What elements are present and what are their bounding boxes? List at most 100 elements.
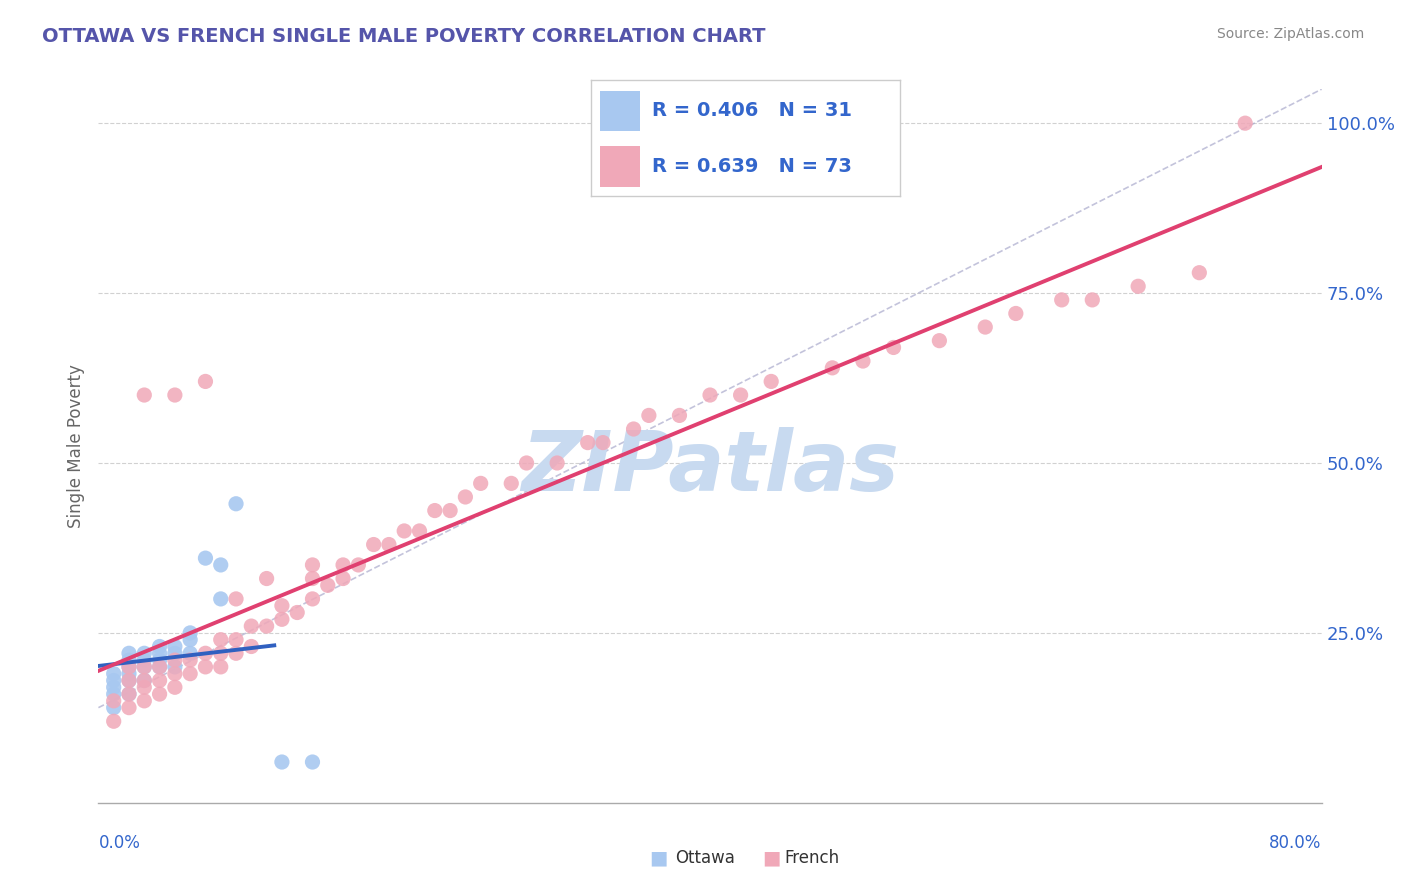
Point xyxy=(454,490,477,504)
Bar xyxy=(600,91,640,131)
Point xyxy=(118,687,141,701)
Point xyxy=(423,503,446,517)
Point xyxy=(118,646,141,660)
Point xyxy=(668,409,690,423)
Point xyxy=(301,591,323,606)
Point xyxy=(699,388,721,402)
Point xyxy=(103,687,125,701)
Point xyxy=(118,687,141,701)
Point xyxy=(134,673,156,688)
Point xyxy=(209,591,232,606)
Point xyxy=(270,612,292,626)
Text: ■: ■ xyxy=(762,848,780,868)
Point xyxy=(163,680,186,694)
Point xyxy=(301,572,323,586)
Point xyxy=(546,456,568,470)
Point xyxy=(163,640,186,654)
Point xyxy=(149,653,172,667)
Point xyxy=(163,653,186,667)
Point xyxy=(134,660,156,674)
Point xyxy=(1081,293,1104,307)
Point xyxy=(821,360,844,375)
Point xyxy=(118,673,141,688)
Point xyxy=(852,354,875,368)
Point xyxy=(149,660,172,674)
Point xyxy=(883,341,905,355)
Point xyxy=(240,640,263,654)
Point xyxy=(347,558,370,572)
Point xyxy=(149,660,172,674)
Point xyxy=(118,666,141,681)
Point xyxy=(270,599,292,613)
Point xyxy=(103,666,125,681)
Point xyxy=(209,558,232,572)
Point xyxy=(256,572,278,586)
Point xyxy=(301,755,323,769)
Point xyxy=(134,673,156,688)
Text: French: French xyxy=(785,849,839,867)
Point xyxy=(623,422,645,436)
Text: 80.0%: 80.0% xyxy=(1270,834,1322,852)
Point xyxy=(225,646,247,660)
Point xyxy=(134,646,156,660)
Point xyxy=(179,666,201,681)
Point xyxy=(134,680,156,694)
Text: R = 0.406   N = 31: R = 0.406 N = 31 xyxy=(652,101,852,120)
Text: ZIPatlas: ZIPatlas xyxy=(522,427,898,508)
Point xyxy=(392,524,416,538)
Point xyxy=(179,626,201,640)
Text: ■: ■ xyxy=(650,848,668,868)
Point xyxy=(209,660,232,674)
Text: Source: ZipAtlas.com: Source: ZipAtlas.com xyxy=(1216,27,1364,41)
Point xyxy=(134,660,156,674)
Point xyxy=(103,700,125,714)
Point xyxy=(134,388,156,402)
Point xyxy=(637,409,661,423)
Point xyxy=(256,619,278,633)
Point xyxy=(1050,293,1073,307)
Point xyxy=(134,694,156,708)
Point xyxy=(103,694,125,708)
Y-axis label: Single Male Poverty: Single Male Poverty xyxy=(67,364,86,528)
Point xyxy=(118,673,141,688)
Point xyxy=(759,375,782,389)
Point xyxy=(470,476,492,491)
Point xyxy=(730,388,752,402)
Point xyxy=(149,687,172,701)
Point xyxy=(163,388,186,402)
Point xyxy=(408,524,430,538)
Point xyxy=(974,320,997,334)
Point xyxy=(301,558,323,572)
Point xyxy=(332,572,354,586)
Point xyxy=(576,435,599,450)
Point xyxy=(149,673,172,688)
Point xyxy=(439,503,461,517)
Point xyxy=(118,660,141,674)
Point xyxy=(332,558,354,572)
Point xyxy=(928,334,950,348)
Point xyxy=(103,680,125,694)
Point xyxy=(285,606,308,620)
Point xyxy=(363,537,385,551)
Point xyxy=(163,666,186,681)
Text: R = 0.639   N = 73: R = 0.639 N = 73 xyxy=(652,157,852,176)
Point xyxy=(118,653,141,667)
Point xyxy=(149,646,172,660)
Text: OTTAWA VS FRENCH SINGLE MALE POVERTY CORRELATION CHART: OTTAWA VS FRENCH SINGLE MALE POVERTY COR… xyxy=(42,27,766,45)
Point xyxy=(179,646,201,660)
Point xyxy=(134,653,156,667)
Point xyxy=(163,660,186,674)
Point xyxy=(179,632,201,647)
Point xyxy=(194,551,217,566)
Bar xyxy=(600,146,640,187)
Point xyxy=(194,375,217,389)
Point xyxy=(103,673,125,688)
Point xyxy=(118,700,141,714)
Point xyxy=(240,619,263,633)
Point xyxy=(501,476,523,491)
Point xyxy=(225,497,247,511)
Point xyxy=(149,640,172,654)
Point xyxy=(378,537,401,551)
Point xyxy=(163,646,186,660)
Point xyxy=(194,646,217,660)
